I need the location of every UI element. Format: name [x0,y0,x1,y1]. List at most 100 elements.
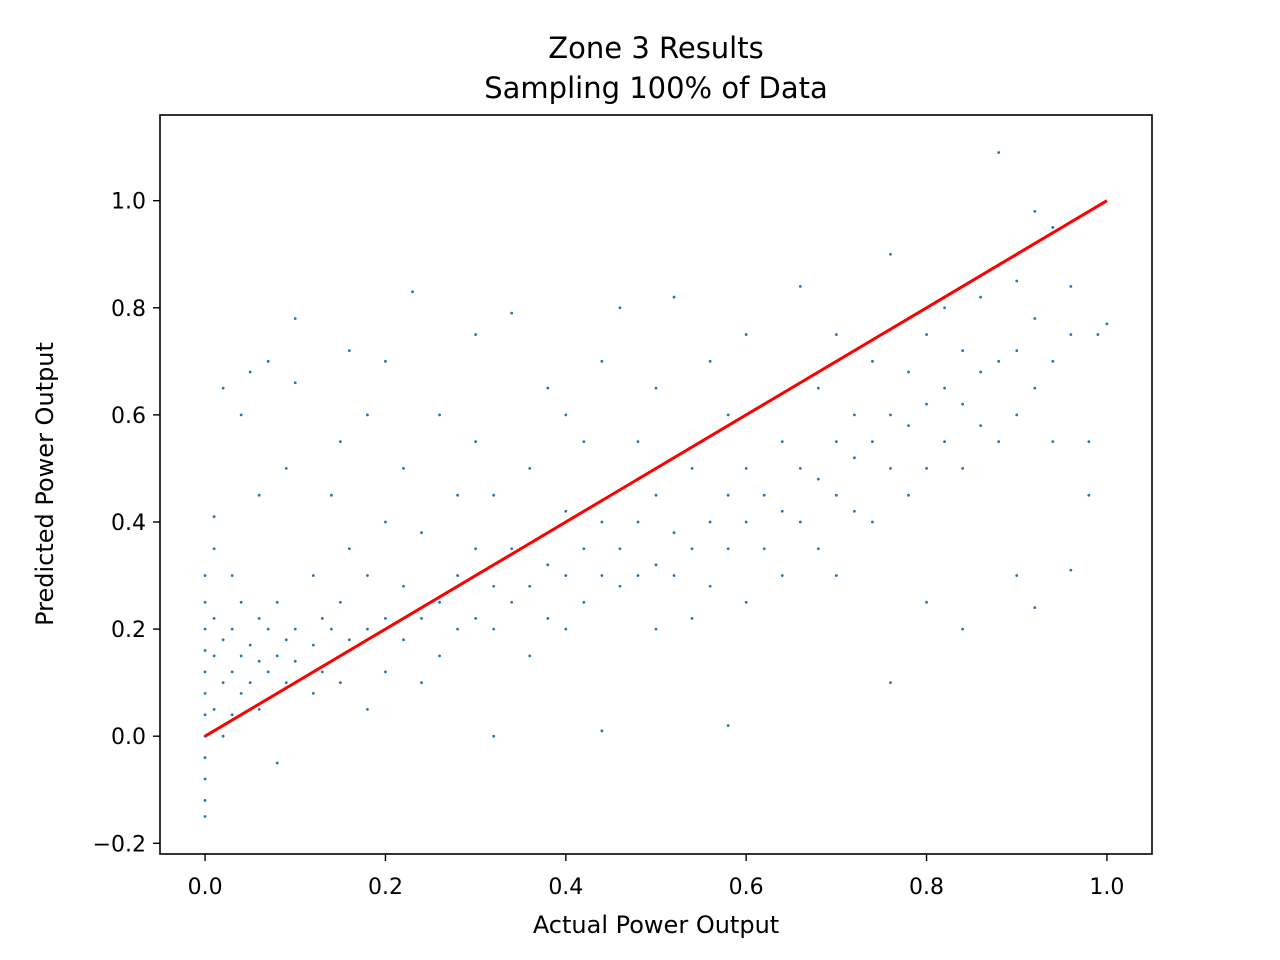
scatter-point-96 [528,467,532,470]
scatter-point-26 [239,654,243,658]
scatter-point-5 [203,713,207,717]
scatter-point-115 [636,520,640,524]
scatter-point-76 [420,531,423,535]
scatter-point-79 [438,413,441,417]
scatter-point-56 [338,681,342,685]
scatter-point-163 [889,252,892,256]
scatter-point-177 [961,349,965,353]
scatter-point-192 [1051,440,1055,444]
scatter-point-36 [266,670,270,674]
scatter-point-48 [293,381,297,385]
scatter-point-21 [230,713,234,717]
scatter-point-87 [492,734,496,738]
scatter-point-121 [672,574,676,577]
scatter-point-3 [203,756,207,760]
scatter-point-125 [690,547,694,551]
scatter-point-137 [744,333,748,336]
scatter-point-84 [474,547,478,551]
x-tick-label: 0.4 [548,875,583,900]
scatter-point-182 [997,440,1001,444]
scatter-point-29 [248,681,252,685]
chart-title-line-1: Zone 3 Results [548,31,763,65]
scatter-point-54 [329,627,333,631]
scatter-point-82 [456,493,459,497]
x-tick-label: 0.2 [368,875,403,900]
scatter-point-55 [329,493,333,497]
scatter-point-17 [221,734,225,738]
scatter-point-130 [726,724,730,727]
scatter-point-188 [1033,209,1037,213]
scatter-point-171 [943,440,946,444]
scatter-point-196 [1069,333,1073,336]
scatter-point-187 [1015,279,1019,283]
scatter-point-145 [798,467,802,470]
scatter-point-162 [889,413,892,417]
scatter-point-179 [979,370,983,374]
scatter-point-12 [212,708,216,711]
scatter-point-176 [961,402,965,406]
scatter-point-113 [618,306,622,310]
scatter-point-20 [221,386,225,390]
scatter-point-134 [744,600,748,604]
scatter-point-111 [618,584,622,588]
scatter-point-131 [726,547,730,551]
scatter-point-133 [726,413,730,417]
scatter-point-8 [203,649,207,652]
scatter-point-114 [636,574,640,577]
scatter-point-83 [474,616,478,620]
scatter-point-180 [979,295,983,299]
scatter-point-7 [203,670,207,674]
scatter-points [203,151,1109,818]
scatter-point-127 [708,584,712,588]
scatter-point-95 [528,584,532,588]
scatter-point-70 [402,638,405,642]
scatter-point-174 [961,627,965,631]
scatter-point-14 [212,616,216,620]
scatter-point-108 [600,574,604,577]
scatter-point-18 [221,681,225,685]
scatter-point-190 [1033,386,1037,390]
scatter-point-191 [1033,317,1037,320]
scatter-point-165 [907,424,910,427]
scatter-point-160 [889,681,892,685]
scatter-point-107 [600,729,604,733]
scatter-point-186 [1015,349,1019,353]
scatter-point-152 [834,440,838,444]
scatter-point-49 [311,691,315,695]
scatter-point-198 [1087,493,1091,497]
y-tick-label: −0.2 [93,832,146,857]
scatter-point-78 [438,600,441,604]
scatter-point-119 [654,493,658,497]
scatter-point-195 [1069,568,1073,572]
scatter-point-148 [816,477,820,481]
scatter-point-167 [925,600,928,604]
scatter-point-104 [582,600,586,604]
x-axis-ticks: 0.0 0.2 0.4 0.6 0.8 1.0 [188,854,1124,900]
scatter-point-126 [690,467,694,470]
scatter-point-123 [672,295,676,299]
x-tick-label: 0.6 [729,875,764,900]
scatter-point-41 [275,600,279,604]
scatter-point-122 [672,531,676,535]
scatter-point-77 [438,654,441,658]
scatter-point-74 [420,681,423,685]
y-tick-label: 0.0 [111,725,146,750]
scatter-point-9 [203,627,207,631]
scatter-point-30 [248,643,252,647]
scatter-point-99 [546,386,550,390]
scatter-point-25 [239,691,243,695]
scatter-point-185 [1015,413,1019,417]
scatter-point-72 [402,467,405,470]
scatter-point-71 [402,584,405,588]
scatter-point-154 [853,509,856,513]
scatter-point-94 [528,654,532,658]
scatter-point-166 [907,370,910,374]
scatter-point-58 [338,440,342,444]
scatter-point-189 [1033,606,1037,610]
scatter-point-172 [943,386,946,390]
scatter-point-16 [212,515,216,519]
scatter-point-10 [203,600,207,604]
scatter-point-97 [546,616,550,620]
scatter-point-33 [257,659,261,663]
